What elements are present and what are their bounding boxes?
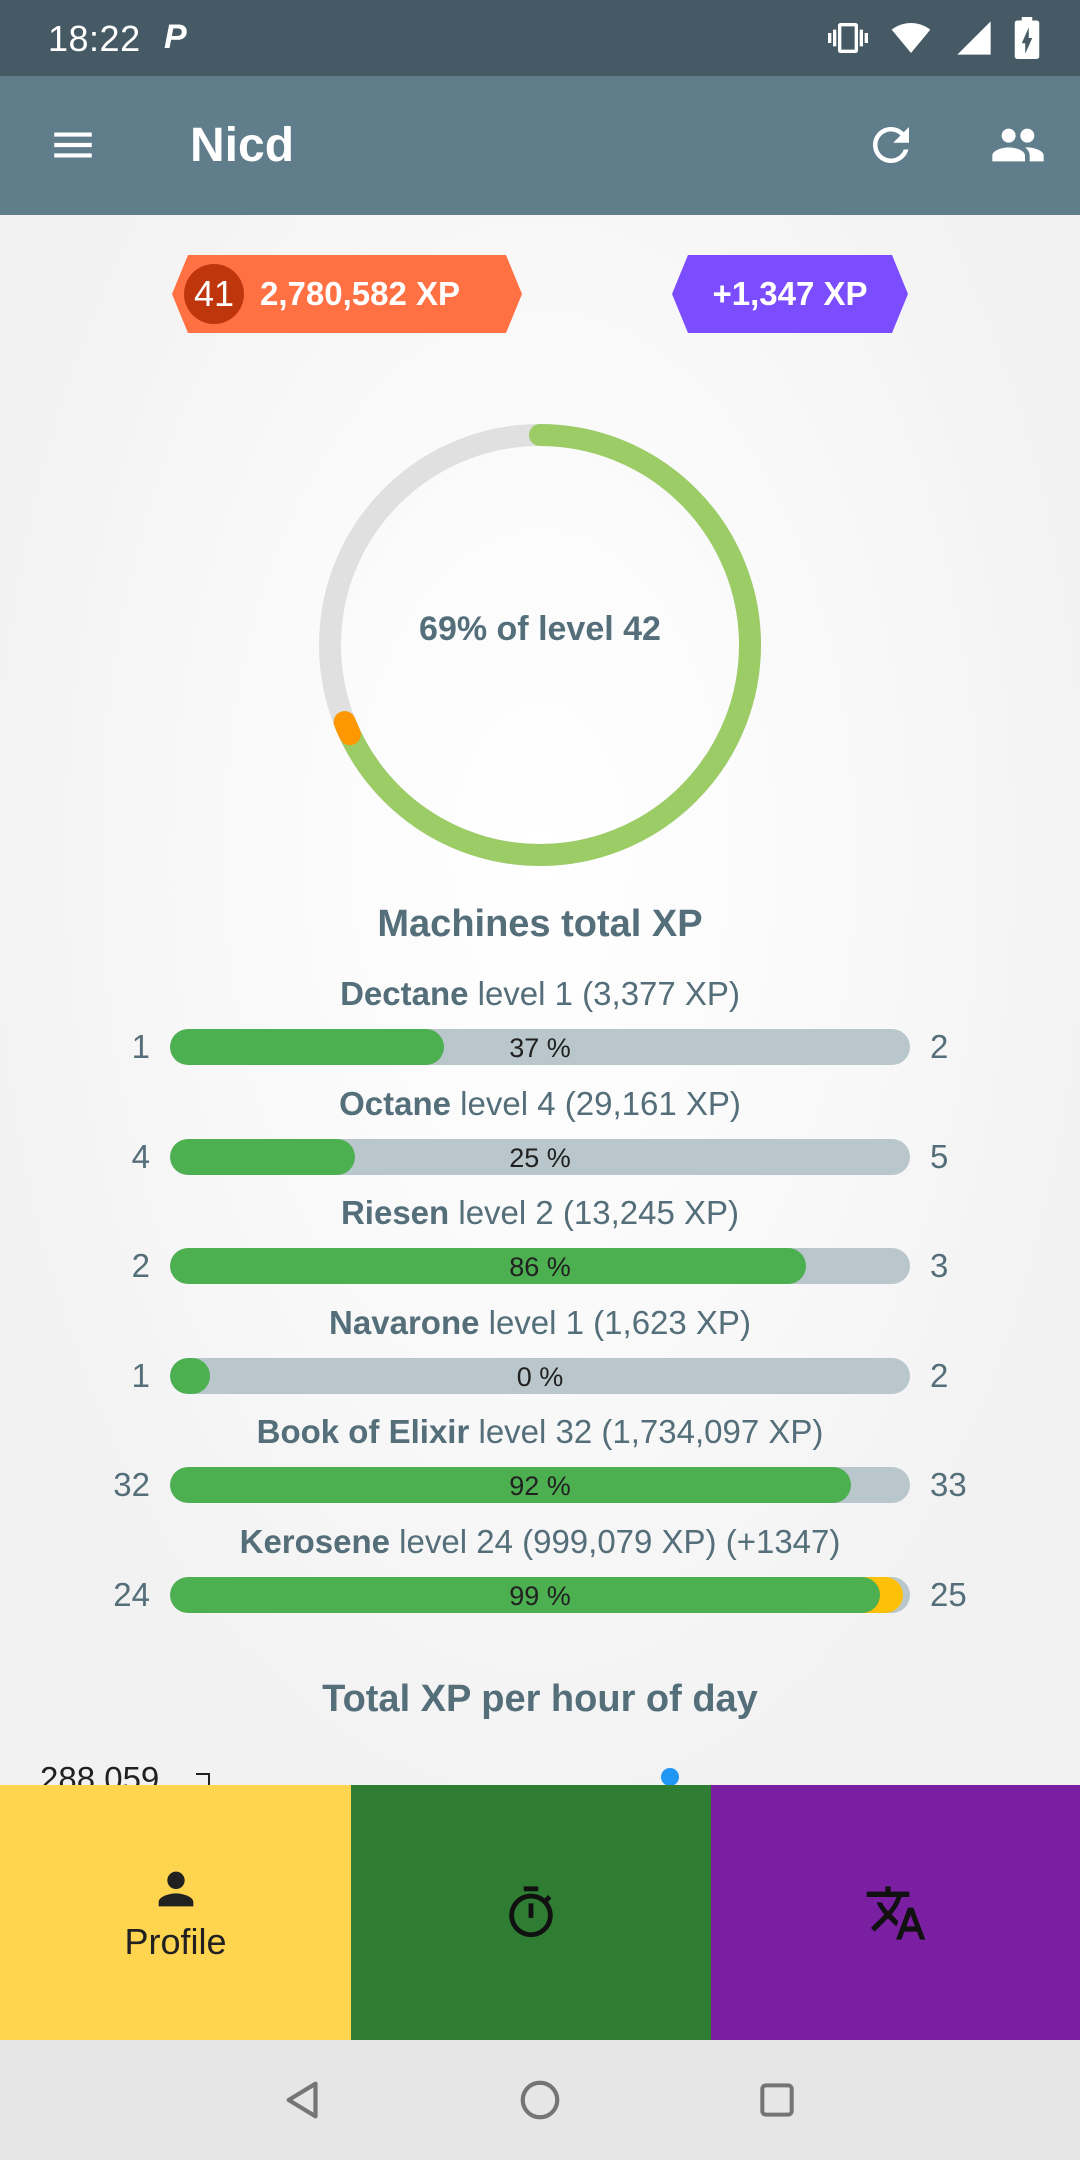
tab-profile-label: Profile (124, 1920, 227, 1962)
level-progress-ring (319, 424, 761, 866)
machine-level-detail: level 1 (1,623 XP) (479, 1303, 751, 1341)
next-level-number: 33 (930, 1466, 967, 1503)
machine-progress-bar: 92 % (170, 1467, 910, 1503)
gained-xp-value: +1,347 XP (712, 275, 868, 312)
current-level-number: 2 (131, 1247, 150, 1284)
current-level-number: 24 (113, 1575, 150, 1613)
machine-level-detail: level 24 (999,079 XP) (+1347) (390, 1522, 841, 1560)
machine-progress-bar: 0 % (170, 1357, 910, 1394)
next-level-number: 3 (930, 1247, 949, 1284)
progress-fill (170, 1576, 881, 1613)
progress-percent-label: 92 % (509, 1471, 571, 1501)
progress-percent-label: 86 % (509, 1252, 571, 1282)
person-icon (158, 1871, 193, 1906)
profile-content[interactable]: 41 2,780,582 XP +1,347 XP 69% of level 4… (0, 215, 1080, 1785)
translate-icon (866, 1885, 925, 1940)
menu-button[interactable] (40, 112, 106, 178)
home-button[interactable] (508, 2068, 572, 2132)
progress-fill (170, 1467, 851, 1503)
refresh-icon (873, 127, 909, 163)
machine-progress-bar: 25 % (170, 1138, 910, 1175)
total-xp-badge: 41 2,780,582 XP (172, 255, 522, 333)
menu-icon (54, 132, 92, 158)
machine-heading: Kerosene level 24 (999,079 XP) (+1347) (0, 1523, 1080, 1561)
system-navigation-bar (0, 2040, 1080, 2160)
progress-percent-label: 99 % (509, 1580, 571, 1611)
current-level-number: 4 (131, 1137, 150, 1175)
timer-icon (509, 1885, 553, 1937)
current-level-number: 1 (131, 1028, 150, 1065)
machine-heading: Octane level 4 (29,161 XP) (0, 1085, 1080, 1123)
machine-level-detail: level 1 (3,377 XP) (468, 975, 740, 1012)
next-level-number: 25 (930, 1575, 967, 1613)
notification-icon: P (164, 18, 187, 56)
home-icon (520, 2080, 560, 2120)
status-icons (828, 16, 1040, 60)
signal-icon (957, 21, 991, 55)
wifi-icon (891, 23, 931, 53)
next-level-number: 2 (930, 1028, 949, 1065)
current-level-number: 32 (113, 1466, 150, 1503)
people-icon (992, 128, 1044, 162)
machine-name: Navarone (329, 1303, 480, 1341)
progress-fill (170, 1248, 807, 1284)
machine-name: Riesen (340, 1194, 450, 1231)
chart-data-point[interactable] (661, 1768, 679, 1785)
machine-progress-row: 1 0 % 2 (0, 1356, 1080, 1394)
vibrate-icon (828, 23, 868, 53)
next-level-number: 5 (930, 1137, 949, 1175)
machine-level-detail: level 4 (29,161 XP) (451, 1084, 741, 1122)
current-level-number: 1 (131, 1356, 150, 1394)
machine-progress-row: 2 86 % 3 (0, 1247, 1080, 1284)
gained-xp-badge: +1,347 XP (672, 255, 908, 333)
tab-translate[interactable] (711, 1785, 1080, 2040)
machine-name: Book of Elixir (256, 1413, 470, 1450)
progress-fill (170, 1138, 355, 1175)
machine-progress-bar: 99 % (170, 1576, 910, 1613)
next-level-number: 2 (930, 1356, 949, 1394)
bottom-navigation: Profile (0, 1785, 1080, 2040)
machine-progress-bar: 86 % (170, 1248, 910, 1284)
progress-percent-label: 37 % (509, 1033, 571, 1063)
hourly-chart-title: Total XP per hour of day (322, 1678, 758, 1720)
machine-heading: Dectane level 1 (3,377 XP) (0, 975, 1080, 1013)
machine-level-detail: level 2 (13,245 XP) (449, 1194, 740, 1231)
machine-name: Dectane (340, 975, 469, 1012)
machine-name: Kerosene (239, 1522, 391, 1560)
machine-heading: Book of Elixir level 32 (1,734,097 XP) (0, 1413, 1080, 1451)
machine-progress-row: 1 37 % 2 (0, 1028, 1080, 1065)
machine-progress-row: 32 92 % 33 (0, 1466, 1080, 1503)
machine-level-detail: level 32 (1,734,097 XP) (469, 1413, 824, 1450)
recents-icon (760, 2083, 794, 2117)
tab-profile[interactable]: Profile (0, 1785, 351, 2040)
status-bar: 18:22 P (0, 0, 1080, 76)
machine-progress-row: 4 25 % 5 (0, 1137, 1080, 1175)
machine-heading: Riesen level 2 (13,245 XP) (0, 1194, 1080, 1232)
back-icon (286, 2081, 318, 2119)
current-level-circle: 41 (184, 264, 244, 324)
refresh-button[interactable] (858, 112, 924, 178)
tab-timer[interactable] (351, 1785, 711, 2040)
progress-fill (170, 1357, 210, 1394)
machines-section-title: Machines total XP (377, 903, 703, 945)
machine-progress-bar: 37 % (170, 1029, 910, 1065)
chart-axis-tick (196, 1773, 210, 1785)
ring-progress (319, 424, 761, 866)
progress-fill (170, 1029, 444, 1065)
status-time: 18:22 (48, 18, 141, 59)
machine-progress-row: 24 99 % 25 (0, 1575, 1080, 1613)
chart-peak-label: 288,059 (40, 1760, 160, 1785)
total-xp-value: 2,780,582 XP (260, 275, 460, 312)
machine-heading: Navarone level 1 (1,623 XP) (0, 1304, 1080, 1342)
progress-percent-label: 25 % (509, 1142, 571, 1173)
battery-charging-icon (1014, 17, 1040, 59)
level-progress-label: 69% of level 42 (419, 610, 661, 648)
progress-percent-label: 0 % (516, 1361, 564, 1392)
people-button[interactable] (982, 112, 1054, 178)
back-button[interactable] (272, 2068, 336, 2132)
machine-name: Octane (339, 1084, 452, 1122)
app-bar: Nicd (0, 76, 1080, 215)
recents-button[interactable] (745, 2068, 809, 2132)
app-title: Nicd (190, 119, 295, 172)
